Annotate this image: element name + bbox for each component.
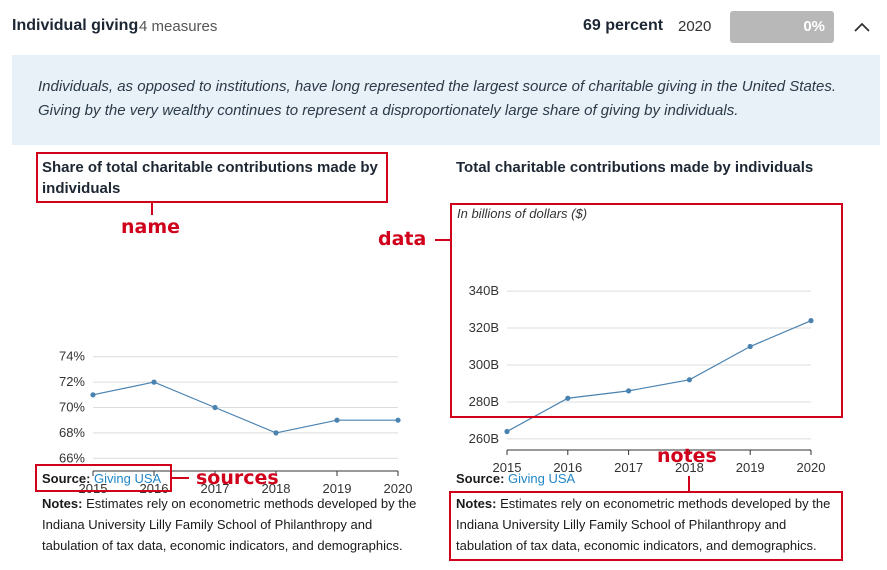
sources-annotation-box	[35, 464, 172, 492]
percent-value: 69 percent	[583, 17, 664, 34]
x-tick-label: 2015	[79, 481, 108, 496]
data-point[interactable]	[212, 404, 218, 411]
y-tick-label: 72%	[59, 374, 85, 389]
data-point[interactable]	[626, 388, 632, 394]
measures-count: 4 measures	[139, 18, 218, 35]
notes-annotation-label: notes	[657, 445, 717, 467]
data-point[interactable]	[334, 417, 340, 423]
left-line-chart: 66% 68% 70% 72% 74% 2015 2016 2017 2018 2019 2020	[59, 349, 412, 496]
right-source-link[interactable]: Giving USA	[508, 471, 576, 486]
y-tick-label: 320B	[469, 320, 499, 335]
section-panel: Individuals, as opposed to institutions,…	[12, 55, 880, 570]
left-chart-title: Share of total charitable contributions …	[42, 159, 378, 197]
y-tick-label: 74%	[59, 349, 85, 364]
data-point[interactable]	[747, 343, 753, 350]
data-point[interactable]	[273, 430, 279, 436]
sources-annotation-connector	[172, 477, 189, 479]
x-tick-label: 2019	[736, 460, 765, 475]
x-tick-label: 2018	[675, 460, 704, 475]
x-tick-label: 2020	[384, 481, 413, 496]
data-point[interactable]	[565, 395, 571, 401]
y-tick-label: 300B	[469, 357, 499, 372]
data-point[interactable]	[808, 318, 814, 324]
right-notes-text: Estimates rely on econometric methods de…	[456, 496, 831, 553]
section-title: Individual giving	[12, 17, 139, 34]
right-chart-units: In billions of dollars ($)	[457, 206, 588, 221]
section-header[interactable]: Individual giving 4 measures 69 percent …	[0, 0, 887, 54]
year-value: 2020	[678, 18, 712, 35]
x-tick-label: 2020	[797, 460, 826, 475]
right-notes: Notes: Estimates rely on econometric met…	[456, 493, 846, 556]
right-source-label: Source:	[456, 471, 505, 486]
x-tick-label: 2017	[614, 460, 643, 475]
y-tick-label: 68%	[59, 425, 85, 440]
data-point[interactable]	[90, 392, 96, 398]
series-line	[92, 381, 398, 434]
x-tick-label: 2017	[201, 481, 230, 496]
left-notes: Notes: Estimates rely on econometric met…	[42, 493, 432, 556]
x-tick-label: 2018	[262, 481, 291, 496]
right-notes-label: Notes:	[456, 496, 497, 511]
right-source: Source: Giving USA	[456, 471, 575, 486]
series-line	[506, 320, 812, 433]
right-line-chart: 260B 280B 300B 320B 340B 2015 2016 2017 2018 2019…	[469, 283, 826, 475]
charts-area: Share of total charitable contributions …	[12, 145, 880, 570]
name-annotation-connector	[151, 203, 153, 215]
progress-label: 0%	[803, 18, 825, 35]
y-tick-label: 340B	[469, 283, 499, 298]
section-description: Individuals, as opposed to institutions,…	[38, 78, 836, 119]
left-source-label: Source:	[42, 471, 91, 486]
progress-bar: 0%	[730, 11, 834, 43]
data-annotation-connector	[435, 239, 450, 241]
sources-annotation-label: sources	[196, 467, 279, 489]
name-annotation-label: name	[121, 216, 181, 238]
x-tick-label: 2016	[553, 460, 582, 475]
notes-annotation-box	[449, 491, 843, 561]
left-source-link[interactable]: Giving USA	[94, 471, 162, 486]
y-tick-label: 260B	[469, 431, 499, 446]
name-annotation-box	[36, 152, 388, 203]
data-point[interactable]	[686, 377, 692, 383]
left-notes-text: Estimates rely on econometric methods de…	[42, 496, 417, 553]
data-point[interactable]	[504, 428, 510, 435]
y-tick-label: 66%	[59, 450, 85, 465]
y-tick-label: 280B	[469, 394, 499, 409]
x-tick-label: 2019	[323, 481, 352, 496]
data-annotation-label: data	[378, 228, 427, 250]
left-source: Source: Giving USA	[42, 471, 161, 486]
data-point[interactable]	[151, 379, 157, 385]
notes-annotation-connector	[688, 476, 690, 491]
x-tick-label: 2015	[493, 460, 522, 475]
right-chart-title: Total charitable contributions made by i…	[456, 159, 814, 176]
left-notes-label: Notes:	[42, 496, 83, 511]
y-tick-label: 70%	[59, 400, 85, 415]
data-annotation-box	[450, 203, 843, 418]
x-tick-label: 2016	[140, 481, 169, 496]
data-point[interactable]	[395, 417, 401, 423]
chevron-up-icon[interactable]	[852, 17, 872, 37]
